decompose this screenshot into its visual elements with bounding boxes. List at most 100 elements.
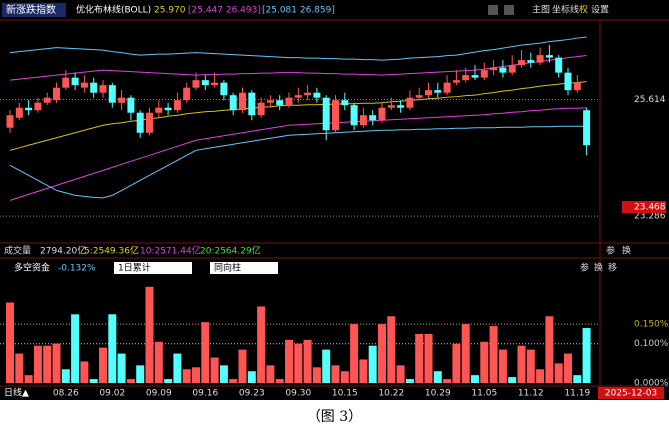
bar	[136, 365, 145, 383]
candle-body	[211, 82, 219, 86]
x-tick-label: 11.12	[518, 389, 544, 399]
bar	[471, 375, 479, 383]
x-tick-label: 08.26	[53, 389, 79, 399]
bar	[71, 314, 80, 383]
date-box	[598, 387, 664, 399]
candle-body	[43, 97, 51, 103]
candle-body	[257, 102, 265, 116]
candle-body	[322, 97, 330, 131]
bar	[331, 365, 340, 383]
bar	[405, 379, 414, 383]
bar	[145, 286, 154, 383]
x-tick-label: 09.09	[146, 389, 172, 399]
dropdown[interactable]	[210, 262, 278, 274]
bar	[99, 347, 107, 383]
bar	[433, 371, 442, 383]
candle-body	[536, 55, 544, 63]
candle-body	[341, 100, 349, 106]
zoom-out[interactable]	[504, 5, 514, 15]
candle-body	[34, 102, 42, 111]
button[interactable]: 设置	[591, 5, 609, 16]
x-tick-label: 09.02	[99, 389, 125, 399]
candle-body	[155, 107, 163, 113]
candle-body	[146, 112, 153, 133]
candle-body	[564, 72, 572, 91]
flow-label: 多空资金	[14, 262, 50, 274]
x-tick-label: 09.23	[239, 389, 265, 399]
x-tick-label: 11.05	[471, 389, 497, 399]
candle-body	[53, 87, 60, 101]
candle-body	[90, 82, 98, 93]
candle-body	[452, 80, 460, 83]
bar	[452, 343, 461, 383]
bar	[108, 314, 117, 383]
bar	[154, 341, 163, 383]
candle-body	[397, 105, 405, 108]
bar	[52, 343, 61, 383]
button[interactable]: 主图	[532, 4, 550, 16]
candle-body	[108, 85, 116, 103]
candle-body	[276, 100, 284, 106]
bar	[480, 341, 489, 383]
bar	[350, 324, 359, 383]
bar	[80, 361, 89, 383]
button[interactable]: 换	[594, 262, 603, 274]
bar	[294, 343, 303, 383]
bar	[498, 349, 507, 383]
candle-body	[462, 75, 470, 81]
candle-body	[127, 97, 135, 113]
candle-body	[425, 90, 432, 96]
dropdown-text[interactable]: 1日累计	[118, 262, 151, 274]
bar	[536, 369, 545, 383]
candle-body	[285, 97, 293, 106]
bar	[303, 339, 312, 383]
band-line	[9, 36, 587, 61]
flow-value: -0.132%	[58, 264, 96, 274]
bar	[257, 306, 266, 383]
candle-body	[406, 97, 414, 108]
candle-body	[266, 100, 274, 103]
background	[0, 0, 669, 400]
button[interactable]: 权	[579, 4, 588, 16]
bar	[564, 353, 572, 383]
bar	[173, 353, 182, 383]
bar	[285, 339, 293, 383]
button[interactable]: 换	[622, 245, 631, 257]
dropdown[interactable]	[114, 262, 192, 274]
candle-body	[387, 105, 395, 108]
candle-body	[80, 82, 88, 88]
bar	[164, 379, 173, 383]
bar	[312, 367, 321, 383]
candle-body	[369, 115, 377, 121]
dropdown-text[interactable]: 同向柱	[214, 262, 241, 274]
bar	[368, 345, 377, 383]
bar	[387, 316, 396, 383]
candle-body	[471, 75, 479, 78]
bar	[266, 365, 275, 383]
button[interactable]: 坐标线	[552, 4, 579, 16]
band-line	[9, 107, 587, 201]
button[interactable]: 移	[608, 262, 617, 274]
period[interactable]: 日线▲	[4, 387, 29, 399]
index-name: 新涨跌指数	[6, 3, 56, 16]
candle-body	[332, 100, 339, 131]
candle-body	[499, 67, 507, 73]
button[interactable]: 参	[606, 245, 615, 257]
bar	[554, 363, 563, 383]
bar	[461, 324, 470, 383]
x-tick-label: 10.22	[378, 389, 404, 399]
candle-body	[573, 82, 581, 91]
zoom-in[interactable]	[488, 5, 498, 15]
x-tick-label: 11.19	[564, 389, 590, 399]
x-tick-label: 09.30	[285, 389, 311, 399]
candle-body	[434, 90, 442, 93]
candle-body	[294, 95, 302, 98]
bar	[182, 369, 191, 383]
price-marker-label: 23.468	[634, 203, 666, 213]
candle-body	[545, 55, 553, 58]
chart: 新涨跌指数 优化布林线(BOLL) 25.970 [25.447 26.493]…	[0, 0, 669, 400]
candle-body	[164, 107, 172, 111]
button[interactable]: 参	[580, 262, 589, 274]
bar	[61, 369, 70, 383]
